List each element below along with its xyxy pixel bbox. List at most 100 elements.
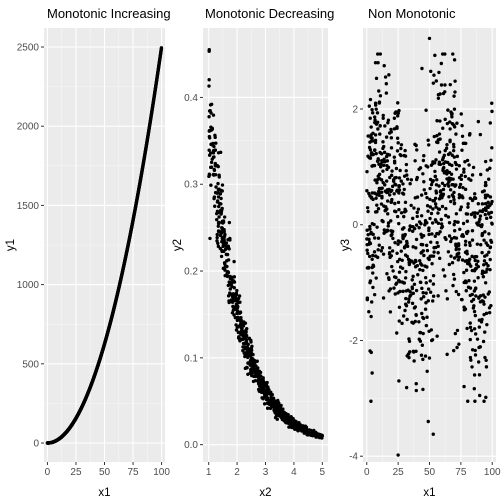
data-point (404, 169, 408, 173)
data-point (470, 268, 474, 273)
data-point (397, 188, 402, 192)
data-point (469, 178, 473, 182)
data-point (459, 112, 463, 116)
data-point (406, 257, 411, 262)
data-point (405, 317, 409, 322)
data-point (452, 256, 457, 260)
data-point (471, 211, 475, 215)
data-point (429, 182, 434, 187)
data-point (473, 399, 477, 403)
data-point (367, 155, 371, 160)
data-point (369, 151, 374, 155)
data-point (432, 161, 437, 165)
data-point (251, 364, 256, 368)
data-point (216, 195, 221, 199)
data-point (451, 52, 455, 56)
data-point (437, 162, 441, 166)
data-point (234, 328, 239, 332)
data-point (458, 227, 462, 231)
data-point (430, 232, 434, 236)
data-point (293, 423, 297, 427)
data-point (234, 293, 239, 297)
data-point (429, 240, 433, 244)
data-point (367, 104, 372, 108)
data-point (427, 228, 431, 233)
data-point (404, 385, 409, 390)
data-point (373, 118, 377, 122)
data-point (482, 238, 486, 242)
data-point (449, 237, 454, 241)
data-point (217, 204, 221, 209)
data-point (488, 245, 493, 249)
data-point (376, 248, 380, 252)
data-point (413, 258, 418, 263)
data-point (367, 240, 372, 245)
data-point (451, 177, 455, 181)
data-point (251, 379, 256, 384)
data-point (489, 238, 493, 243)
data-point (397, 191, 401, 195)
data-point (215, 209, 220, 213)
data-point (483, 355, 487, 360)
data-point (423, 275, 428, 280)
data-point (395, 136, 400, 140)
data-point (371, 253, 375, 258)
data-point (382, 63, 386, 68)
data-point (395, 331, 399, 335)
data-point (460, 148, 464, 152)
data-point (479, 172, 483, 177)
data-point (435, 134, 439, 138)
data-point (374, 196, 378, 200)
data-point (422, 188, 426, 192)
data-point (467, 279, 471, 283)
data-point (370, 191, 375, 195)
data-point (433, 169, 437, 174)
data-point (207, 84, 211, 88)
data-point (411, 274, 415, 279)
data-point (215, 164, 220, 168)
data-point (399, 211, 404, 215)
data-point (453, 219, 457, 224)
data-point (378, 94, 383, 98)
data-point (432, 134, 436, 139)
data-point (225, 271, 229, 275)
points (207, 48, 324, 440)
data-point (419, 297, 423, 301)
data-point (373, 103, 378, 107)
data-point (448, 188, 453, 192)
data-point (427, 257, 431, 262)
data-point (209, 102, 214, 106)
data-point (375, 225, 379, 229)
data-point (399, 146, 403, 151)
data-point (384, 135, 389, 139)
data-point (368, 116, 372, 120)
data-point (452, 198, 456, 202)
data-point (446, 108, 450, 112)
data-point (465, 326, 469, 331)
data-point (247, 336, 252, 341)
data-point (365, 206, 370, 210)
data-point (370, 257, 374, 261)
data-point (463, 141, 467, 145)
data-point (482, 399, 486, 403)
data-point (457, 175, 462, 180)
data-point (483, 230, 487, 234)
data-point (246, 352, 251, 357)
data-point (216, 181, 220, 186)
data-point (430, 262, 434, 266)
data-point (417, 320, 421, 324)
data-point (237, 335, 241, 339)
data-point (381, 296, 386, 300)
data-point (446, 250, 451, 254)
panel-title: Non Monotonic (368, 6, 456, 21)
data-point (369, 125, 373, 129)
data-point (230, 311, 235, 315)
data-point (466, 229, 470, 234)
data-point (216, 191, 220, 195)
data-point (218, 150, 223, 155)
data-point (215, 239, 219, 243)
data-point (386, 121, 390, 125)
data-point (368, 97, 373, 102)
data-point (436, 96, 441, 101)
data-point (419, 353, 424, 357)
